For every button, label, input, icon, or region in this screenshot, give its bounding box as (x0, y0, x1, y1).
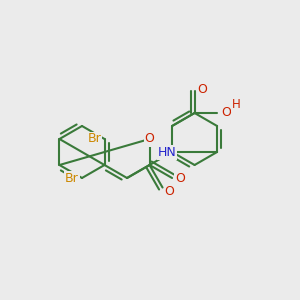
Text: HN: HN (158, 146, 176, 158)
Text: O: O (198, 83, 208, 96)
Text: Br: Br (88, 133, 101, 146)
Text: O: O (222, 106, 232, 119)
Text: O: O (175, 172, 185, 184)
Text: O: O (145, 133, 154, 146)
Text: H: H (232, 98, 241, 112)
Text: O: O (165, 185, 175, 198)
Text: Br: Br (65, 172, 79, 184)
